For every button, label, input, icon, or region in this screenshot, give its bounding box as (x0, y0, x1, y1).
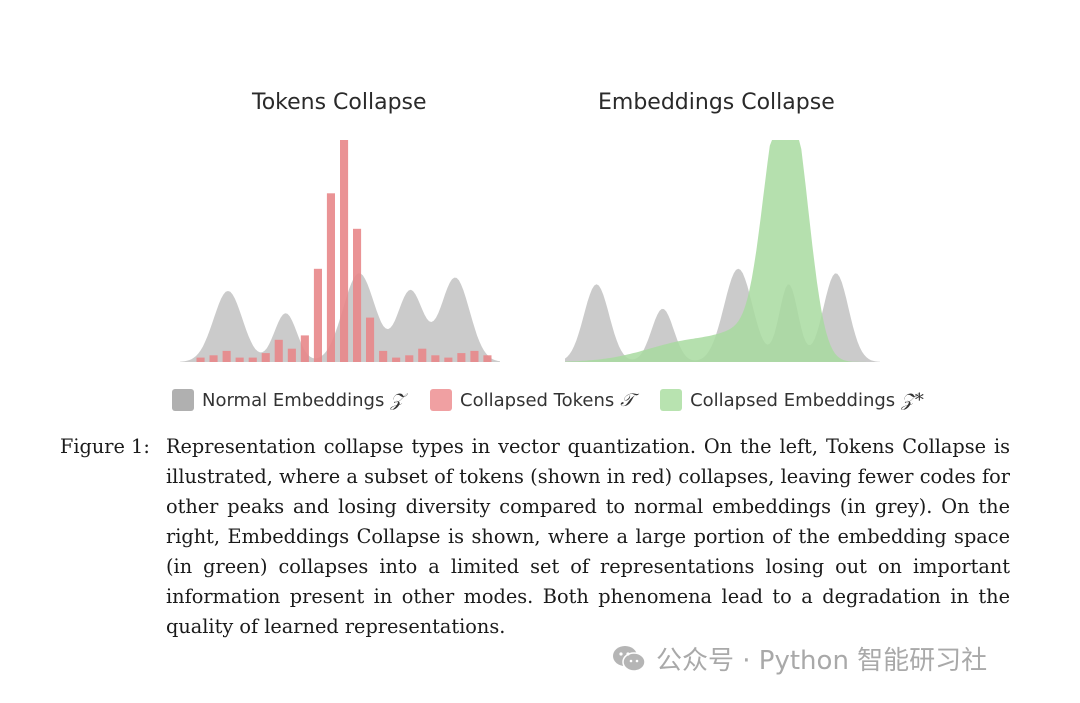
legend-swatch-red (430, 389, 453, 411)
collapsed-token-bar (379, 350, 388, 362)
collapsed-token-bar (405, 355, 414, 362)
watermark: 公众号 · Python 智能研习社 (612, 640, 987, 677)
collapsed-token-bar (326, 193, 335, 362)
legend-item-normal-embeddings: Normal Embeddings 𝒵 (172, 389, 404, 411)
collapsed-token-bar (340, 140, 349, 362)
collapsed-embeddings-area (565, 140, 880, 362)
collapsed-token-bar (300, 335, 309, 362)
legend-swatch-green (660, 389, 683, 411)
collapsed-token-bar (444, 357, 453, 362)
collapsed-token-bar (457, 353, 466, 362)
caption-text: Representation collapse types in vector … (166, 435, 1010, 638)
figure-caption: Figure 1: Representation collapse types … (60, 432, 1010, 642)
normal-embeddings-area (180, 273, 500, 362)
collapsed-token-bar (222, 350, 231, 362)
collapsed-token-bar (483, 355, 492, 362)
legend-label: Collapsed Tokens (460, 389, 615, 411)
legend-symbol: 𝒯 (620, 389, 635, 411)
collapsed-token-bar (196, 357, 205, 362)
embeddings-collapse-title: Embeddings Collapse (598, 90, 835, 115)
collapsed-token-bar (431, 355, 440, 362)
figure-plots (180, 140, 880, 362)
collapsed-token-bar (313, 268, 322, 362)
legend-symbol: 𝒵 (390, 389, 405, 411)
legend-label: Normal Embeddings (202, 389, 385, 411)
watermark-text: 公众号 · Python 智能研习社 (656, 646, 988, 676)
collapsed-token-bar (392, 357, 401, 362)
tokens-collapse-plot (180, 140, 500, 362)
legend: Normal Embeddings 𝒵 Collapsed Tokens 𝒯 C… (172, 386, 950, 414)
legend-item-collapsed-tokens: Collapsed Tokens 𝒯 (430, 389, 634, 411)
legend-symbol: 𝒵* (901, 389, 924, 411)
embeddings-collapse-plot (565, 140, 880, 362)
collapsed-token-bar (209, 355, 218, 362)
legend-swatch-grey (172, 389, 194, 411)
collapsed-token-bar (353, 228, 362, 362)
collapsed-token-bar (235, 357, 244, 362)
collapsed-token-bar (261, 353, 270, 362)
collapsed-token-bar (248, 357, 257, 362)
tokens-collapse-title: Tokens Collapse (252, 90, 427, 115)
collapsed-token-bar (418, 348, 427, 362)
legend-item-collapsed-embeddings: Collapsed Embeddings 𝒵* (660, 389, 924, 411)
collapsed-token-bar (366, 317, 375, 362)
collapsed-token-bar (470, 350, 479, 362)
wechat-icon (613, 645, 646, 672)
collapsed-token-bar (274, 339, 283, 362)
legend-label: Collapsed Embeddings (690, 389, 896, 411)
collapsed-token-bar (287, 348, 296, 362)
caption-label: Figure 1: (60, 435, 150, 458)
